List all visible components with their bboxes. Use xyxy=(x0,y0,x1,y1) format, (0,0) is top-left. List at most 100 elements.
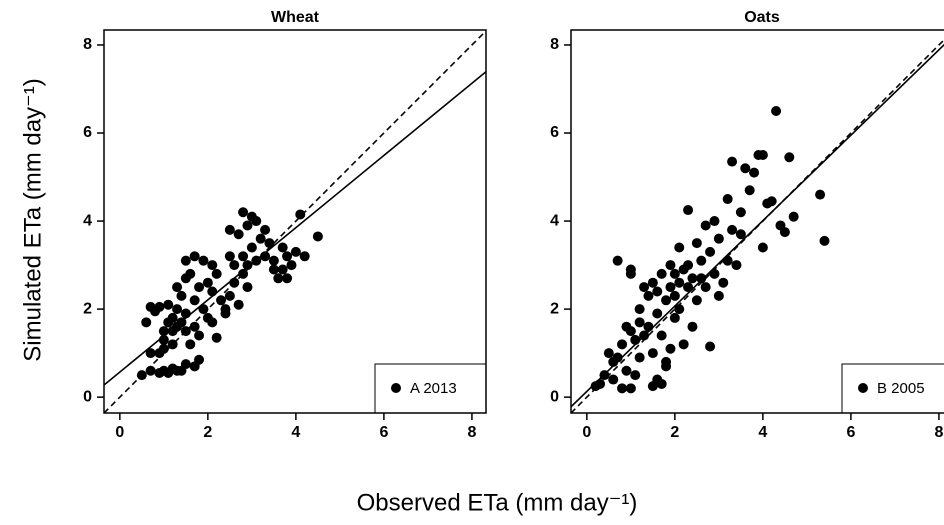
data-point xyxy=(255,233,266,244)
data-point xyxy=(656,330,667,341)
plot-frame xyxy=(103,29,487,414)
data-point xyxy=(242,282,253,293)
data-point xyxy=(722,255,733,266)
reference-line xyxy=(571,38,944,413)
data-point xyxy=(669,290,680,301)
data-point xyxy=(202,277,213,288)
data-point xyxy=(167,339,178,350)
data-point xyxy=(617,339,628,350)
data-point xyxy=(145,348,156,359)
data-point xyxy=(282,251,293,262)
data-point xyxy=(757,242,768,253)
plot-area xyxy=(104,30,486,413)
data-point xyxy=(700,220,711,231)
data-point xyxy=(194,282,205,293)
data-point xyxy=(599,370,610,381)
data-point xyxy=(727,224,738,235)
data-point xyxy=(757,150,768,161)
x-tick-label: 4 xyxy=(758,424,767,441)
data-point xyxy=(167,312,178,323)
data-point xyxy=(194,354,205,365)
y-tick-label: 6 xyxy=(550,124,559,141)
data-point xyxy=(233,299,244,310)
data-point xyxy=(661,361,672,372)
data-point xyxy=(643,321,654,332)
data-point xyxy=(705,341,716,352)
data-point xyxy=(691,238,702,249)
x-tick-label: 0 xyxy=(115,424,124,441)
data-point xyxy=(158,343,169,354)
data-point xyxy=(665,282,676,293)
data-point xyxy=(282,273,293,284)
data-point xyxy=(268,255,279,266)
data-point xyxy=(163,299,174,310)
data-point xyxy=(172,282,183,293)
data-point xyxy=(233,229,244,240)
x-tick-label: 8 xyxy=(934,424,943,441)
data-point xyxy=(696,273,707,284)
data-point xyxy=(656,268,667,279)
y-tick-label: 4 xyxy=(550,212,559,229)
x-tick-label: 6 xyxy=(846,424,855,441)
data-point xyxy=(634,352,645,363)
data-point xyxy=(211,268,222,279)
data-point xyxy=(669,312,680,323)
data-point xyxy=(141,317,152,328)
data-point xyxy=(299,251,310,262)
data-point xyxy=(180,359,191,370)
data-point xyxy=(705,246,716,257)
panel-title: Wheat xyxy=(271,9,320,26)
panel-title: Oats xyxy=(744,9,780,26)
data-point xyxy=(665,343,676,354)
data-point xyxy=(722,194,733,205)
data-point xyxy=(207,286,218,297)
data-point xyxy=(172,304,183,315)
data-point xyxy=(246,242,257,253)
data-point xyxy=(735,207,746,218)
data-point xyxy=(647,348,658,359)
data-point xyxy=(630,334,641,345)
y-axis-label: Simulated ETa (mm day⁻¹) xyxy=(19,78,46,361)
data-point xyxy=(224,290,235,301)
data-point xyxy=(145,365,156,376)
data-point xyxy=(766,196,777,207)
data-point xyxy=(643,290,654,301)
data-point xyxy=(224,251,235,262)
y-tick-label: 4 xyxy=(83,212,92,229)
data-point xyxy=(189,251,200,262)
y-tick-label: 8 xyxy=(83,36,92,53)
data-point xyxy=(634,317,645,328)
data-point xyxy=(295,209,306,220)
data-point xyxy=(639,330,650,341)
data-point xyxy=(625,264,636,275)
data-point xyxy=(224,224,235,235)
data-point xyxy=(251,255,262,266)
data-point xyxy=(713,233,724,244)
data-point xyxy=(652,286,663,297)
data-point xyxy=(216,295,227,306)
data-point xyxy=(194,330,205,341)
data-point xyxy=(740,163,751,174)
data-point xyxy=(260,224,271,235)
data-point xyxy=(713,290,724,301)
plot-frame xyxy=(570,29,944,414)
data-point xyxy=(189,295,200,306)
data-point xyxy=(185,268,196,279)
data-point xyxy=(180,308,191,319)
data-point xyxy=(264,238,275,249)
data-point xyxy=(189,321,200,332)
data-point xyxy=(674,277,685,288)
data-point xyxy=(273,273,284,284)
data-point xyxy=(238,268,249,279)
data-point xyxy=(634,304,645,315)
data-point xyxy=(207,317,218,328)
data-point xyxy=(674,242,685,253)
data-point xyxy=(661,295,672,306)
x-tick-label: 8 xyxy=(467,424,476,441)
data-point xyxy=(639,282,650,293)
data-point xyxy=(154,301,165,312)
data-point xyxy=(286,260,297,271)
data-point xyxy=(612,255,623,266)
legend-label: A 2013 xyxy=(410,380,457,397)
